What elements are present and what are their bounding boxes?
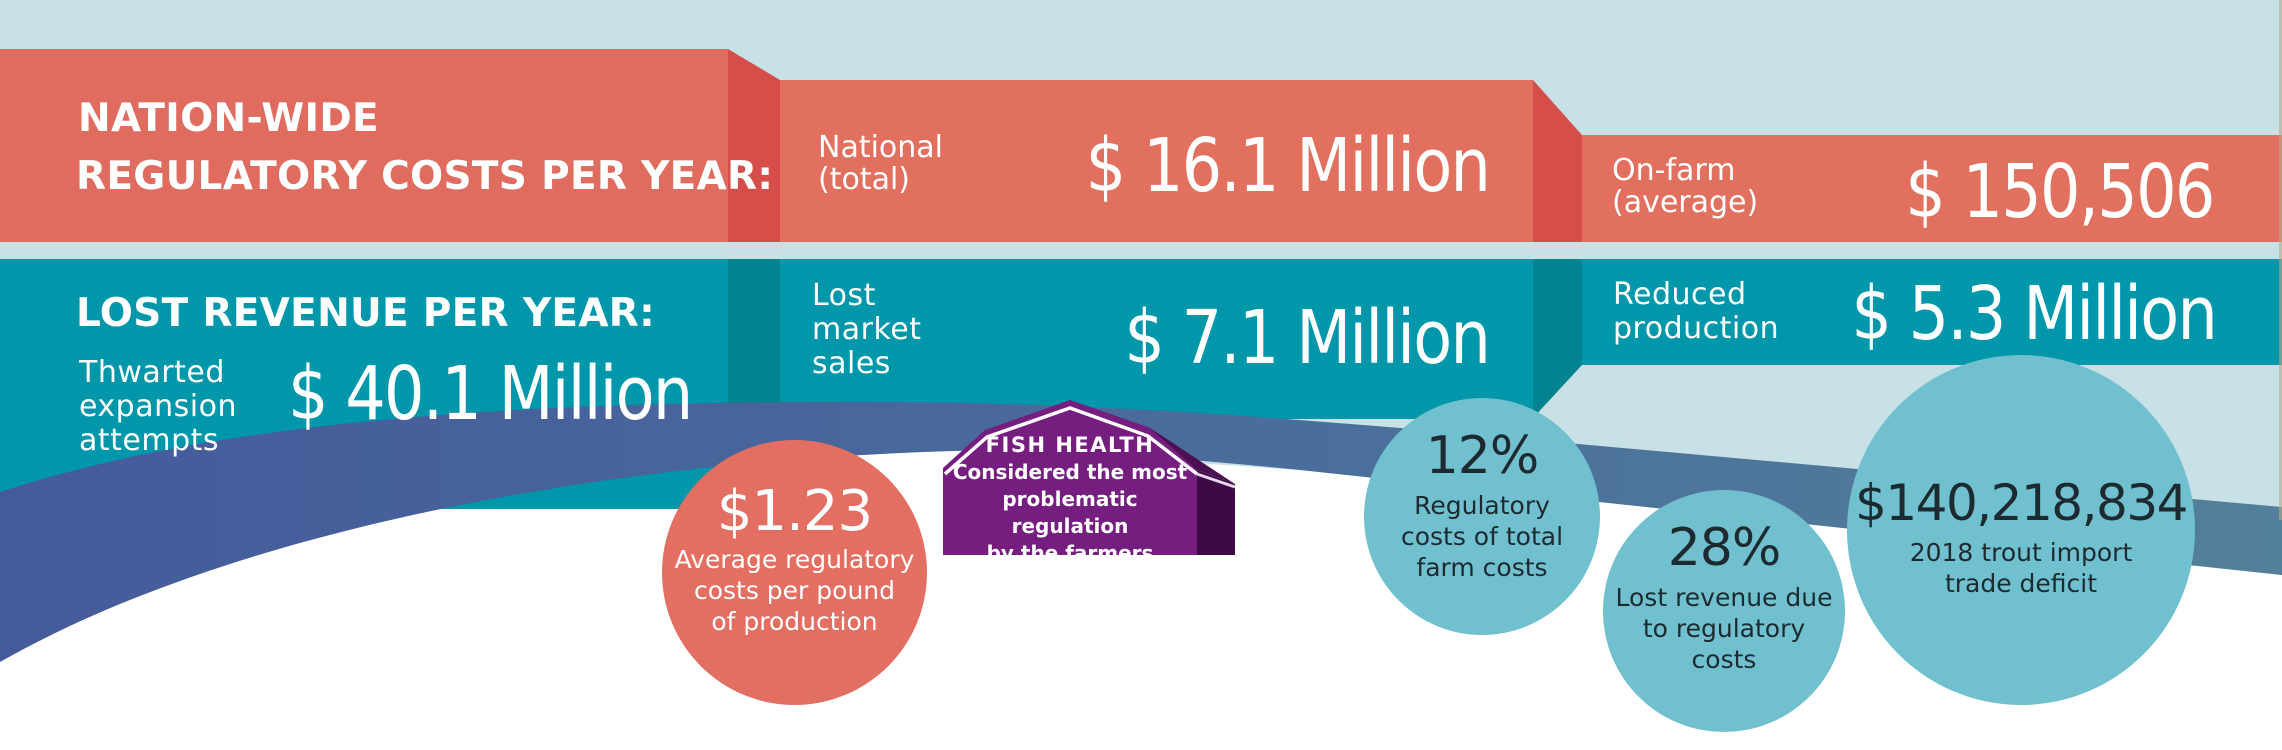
fish-health-label: FISH HEALTH Considered the most problema… (943, 432, 1197, 567)
teal-section-2 (780, 259, 1533, 419)
regulatory-heading-line1: NATION-WIDE (78, 96, 379, 141)
lost-market-label-line3: sales (812, 346, 891, 381)
trade-deficit-desc-line2: trade deficit (1944, 569, 2098, 598)
trade-deficit-circle: $140,218,834 2018 trout import trade def… (1847, 355, 2195, 705)
lost-market-label-line1: Lost (812, 278, 876, 313)
cost-per-pound-value: $1.23 (716, 479, 873, 544)
on-farm-label-line1: On-farm (1612, 153, 1736, 188)
reduced-production-value: $ 5.3 Million (1851, 271, 2217, 357)
barn-front (943, 400, 1197, 555)
fish-health-desc-line1: Considered the most (952, 460, 1188, 484)
lost-revenue-share-value: 28% (1667, 518, 1782, 578)
lost-revenue-share-desc-line2: to regulatory (1642, 614, 1806, 643)
fish-health-desc-line3: by the farmers (986, 541, 1154, 565)
lost-revenue-share-circle: 28% Lost revenue due to regulatory costs (1603, 490, 1845, 732)
lost-market-value: $ 7.1 Million (1124, 295, 1490, 381)
reduced-production-label-line2: production (1613, 311, 1780, 346)
national-label-line1: National (818, 130, 944, 165)
barn-side-trim (1196, 472, 1236, 489)
national-value: $ 16.1 Million (1085, 123, 1491, 209)
coral-section-2 (780, 80, 1533, 242)
trade-deficit-value: $140,218,834 (1855, 474, 2188, 532)
thwarted-label-line3: attempts (79, 423, 220, 458)
regulatory-share-desc-line1: Regulatory (1414, 491, 1550, 520)
barn-roof-side (1070, 400, 1235, 484)
coral-fold-1 (728, 49, 780, 242)
thwarted-value: $ 40.1 Million (288, 351, 693, 437)
on-farm-value: $ 150,506 (1905, 149, 2216, 235)
regulatory-share-circle: 12% Regulatory costs of total farm costs (1364, 398, 1600, 635)
barn-roof-trim (943, 406, 1199, 476)
fish-health-desc-line2: problematic regulation (1002, 487, 1138, 538)
cost-per-pound-desc-line2: costs per pound (693, 576, 896, 605)
edge-line (2279, 0, 2282, 520)
teal-fold-2 (1533, 259, 1582, 418)
regulatory-heading-line2: REGULATORY COSTS PER YEAR: (76, 154, 774, 199)
regulatory-share-value: 12% (1425, 426, 1540, 486)
regulatory-share-desc-line2: costs of total (1400, 522, 1564, 551)
thwarted-label-line2: expansion (79, 389, 237, 424)
cost-per-pound-circle: $1.23 Average regulatory costs per pound… (662, 440, 927, 705)
barn-side (1197, 470, 1235, 555)
lost-revenue-share-desc-line1: Lost revenue due (1615, 583, 1833, 612)
fish-health-title: FISH HEALTH (985, 433, 1155, 457)
national-label-line2: (total) (818, 162, 911, 197)
teal-section-3 (1582, 259, 2282, 365)
lost-revenue-heading: LOST REVENUE PER YEAR: (76, 291, 656, 336)
curved-band (0, 401, 2282, 662)
thwarted-label-line1: Thwarted (79, 355, 225, 390)
on-farm-label-line2: (average) (1612, 185, 1759, 220)
coral-fold-2 (1533, 80, 1582, 242)
teal-fold-1 (728, 259, 780, 410)
coral-section-1 (0, 49, 728, 242)
lost-revenue-share-desc-line3: costs (1691, 645, 1757, 674)
lost-market-label-line2: market (812, 312, 922, 347)
cost-per-pound-desc-line1: Average regulatory (674, 545, 915, 574)
cost-per-pound-desc-line3: of production (711, 607, 878, 636)
reduced-production-label-line1: Reduced (1613, 277, 1747, 312)
coral-section-3 (1582, 135, 2282, 242)
regulatory-share-desc-line3: farm costs (1416, 553, 1548, 582)
trade-deficit-desc-line1: 2018 trout import (1909, 538, 2133, 567)
